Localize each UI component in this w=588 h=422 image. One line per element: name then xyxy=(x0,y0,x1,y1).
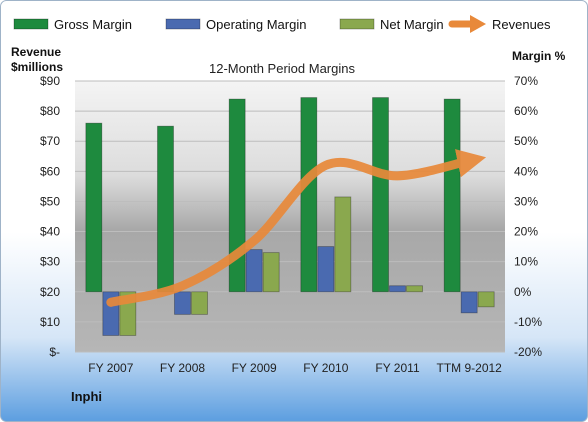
company-label: Inphi xyxy=(71,389,102,404)
right-axis-label: Margin % xyxy=(512,49,566,63)
bar-net-margin xyxy=(191,291,208,315)
chart-title: 12-Month Period Margins xyxy=(209,61,355,76)
bar-operating-margin xyxy=(174,291,191,315)
left-axis-label-line1: Revenue xyxy=(11,45,61,59)
bar-gross-margin xyxy=(443,98,461,293)
x-tick-label: FY 2009 xyxy=(232,361,277,375)
right-tick-label: 50% xyxy=(514,134,538,148)
x-axis-ticks: FY 2007 FY 2008 FY 2009 FY 2010 FY 2011 TTM 9… xyxy=(88,361,502,375)
right-tick-label: -10% xyxy=(514,315,542,329)
bar-net-margin xyxy=(262,252,280,293)
left-tick-label: $90 xyxy=(40,74,60,88)
bar-net-margin xyxy=(477,291,495,308)
legend-label: Operating Margin xyxy=(206,17,306,32)
legend-swatch xyxy=(339,18,375,30)
right-tick-label: 70% xyxy=(514,74,538,88)
left-axis-ticks: $- $10 $20 $30 $40 $50 $60 $70 $80 $90 xyxy=(40,74,60,359)
bar-gross-margin xyxy=(300,97,318,293)
left-tick-label: $80 xyxy=(40,104,60,118)
legend: Gross Margin Operating Margin Net Margin Re… xyxy=(13,15,551,33)
right-tick-label: 60% xyxy=(514,104,538,118)
right-tick-label: 10% xyxy=(514,255,538,269)
bar-gross-margin xyxy=(85,122,103,293)
left-axis-label-line2: $millions xyxy=(11,60,63,74)
legend-label: Net Margin xyxy=(380,17,444,32)
right-tick-label: -20% xyxy=(514,345,542,359)
bar-net-margin xyxy=(406,285,423,293)
bar-operating-margin xyxy=(460,291,478,314)
bar-operating-margin xyxy=(389,285,406,293)
legend-swatch xyxy=(13,18,49,30)
legend-label: Gross Margin xyxy=(54,17,132,32)
left-tick-label: $10 xyxy=(40,315,60,329)
x-tick-label: TTM 9-2012 xyxy=(436,361,502,375)
right-tick-label: 40% xyxy=(514,164,538,178)
bar-operating-margin xyxy=(317,246,335,293)
legend-label: Revenues xyxy=(492,17,551,32)
revenue-line-group xyxy=(106,149,487,307)
bars-group xyxy=(85,97,495,336)
legend-arrow-head xyxy=(470,15,486,33)
plot-area xyxy=(75,81,505,352)
right-tick-label: 20% xyxy=(514,225,538,239)
left-tick-label: $40 xyxy=(40,225,60,239)
left-tick-label: $20 xyxy=(40,285,60,299)
bar-net-margin xyxy=(334,196,352,293)
bar-gross-margin xyxy=(372,97,389,293)
x-tick-label: FY 2008 xyxy=(160,361,205,375)
right-tick-label: 30% xyxy=(514,194,538,208)
x-tick-label: FY 2011 xyxy=(375,361,420,375)
x-tick-label: FY 2007 xyxy=(88,361,133,375)
left-tick-label: $- xyxy=(49,345,60,359)
left-tick-label: $70 xyxy=(40,134,60,148)
bar-operating-margin xyxy=(245,249,263,293)
left-tick-label: $60 xyxy=(40,164,60,178)
right-tick-label: 0% xyxy=(514,285,532,299)
revenue-line xyxy=(106,149,487,307)
bar-gross-margin xyxy=(157,125,174,293)
x-tick-label: FY 2010 xyxy=(303,361,348,375)
bar-gross-margin xyxy=(228,98,246,293)
right-axis-ticks: -20% -10% 0% 10% 20% 30% 40% 50% 60% 70% xyxy=(514,74,542,359)
left-tick-label: $30 xyxy=(40,255,60,269)
legend-swatch xyxy=(165,18,201,30)
left-tick-label: $50 xyxy=(40,194,60,208)
